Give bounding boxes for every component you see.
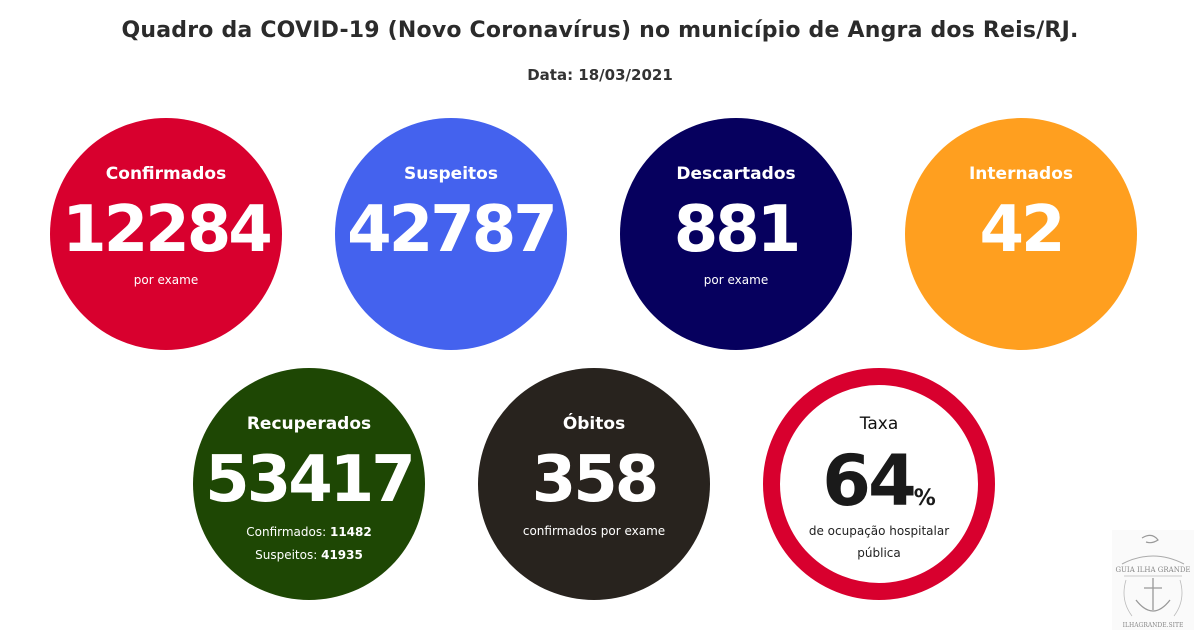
internados-card: Internados 42 — [905, 118, 1137, 350]
seal-bottom-text: ILHAGRANDE.SITE — [1123, 622, 1184, 629]
suspeitos-label: Suspeitos — [404, 164, 498, 184]
seal-top-text: GUIA ILHA GRANDE — [1115, 566, 1190, 574]
confirmados-value: 12284 — [62, 193, 273, 267]
page-title: Quadro da COVID-19 (Novo Coronavírus) no… — [121, 18, 1079, 43]
recuperados-confirmados-value: 11482 — [329, 525, 372, 539]
recuperados-suspeitos-line: Suspeitos: 41935 — [193, 548, 425, 562]
recuperados-card: Recuperados 53417 Confirmados: 11482 Sus… — [193, 368, 425, 600]
confirmados-label: Confirmados — [105, 164, 227, 184]
recuperados-suspeitos-value: 41935 — [321, 548, 363, 562]
descartados-card: Descartados 881 por exame — [620, 118, 852, 350]
confirmados-card: Confirmados 12284 por exame — [50, 118, 282, 350]
taxa-description: de ocupação hospitalar pública — [790, 520, 968, 564]
obitos-note: confirmados por exame — [522, 524, 666, 538]
guia-ilha-grande-seal-logo: GUIA ILHA GRANDE ILHAGRANDE.SITE — [1112, 530, 1194, 630]
recuperados-label: Recuperados — [246, 414, 372, 434]
recuperados-suspeitos-label: Suspeitos: — [255, 548, 318, 562]
obitos-value: 358 — [531, 443, 660, 517]
suspeitos-value: 42787 — [347, 193, 558, 267]
report-date: Data: 18/03/2021 — [527, 66, 673, 84]
suspeitos-card: Suspeitos 42787 — [335, 118, 567, 350]
taxa-desc-line2: pública — [857, 546, 901, 560]
taxa-desc-line1: de ocupação hospitalar — [808, 524, 950, 538]
taxa-label: Taxa — [859, 414, 899, 434]
confirmados-note: por exame — [133, 273, 199, 287]
internados-label: Internados — [968, 164, 1073, 184]
taxa-unit: % — [913, 486, 936, 511]
descartados-label: Descartados — [676, 164, 796, 184]
recuperados-value: 53417 — [205, 443, 416, 517]
internados-value: 42 — [979, 193, 1065, 267]
descartados-value: 881 — [673, 193, 802, 267]
recuperados-confirmados-line: Confirmados: 11482 — [193, 525, 425, 539]
recuperados-confirmados-label: Confirmados: — [246, 525, 327, 539]
descartados-note: por exame — [703, 273, 769, 287]
obitos-card: Óbitos 358 confirmados por exame — [478, 368, 710, 600]
obitos-label: Óbitos — [562, 414, 626, 434]
taxa-value: 64 — [822, 440, 916, 522]
taxa-card: Taxa 64% de ocupação hospitalar pública — [763, 368, 995, 600]
taxa-value-wrap: 64% — [780, 441, 978, 539]
